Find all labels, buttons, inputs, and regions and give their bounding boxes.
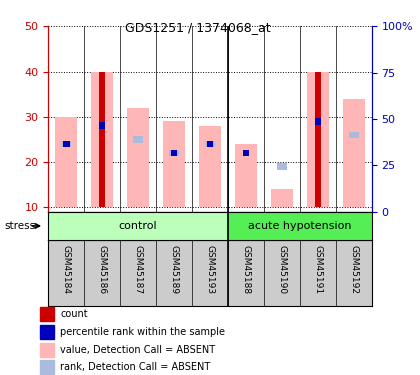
Text: GSM45186: GSM45186 bbox=[98, 245, 107, 294]
Bar bbox=[315, 72, 321, 207]
Bar bbox=[133, 136, 143, 143]
Text: acute hypotension: acute hypotension bbox=[248, 221, 352, 231]
Bar bbox=[207, 141, 213, 147]
Bar bbox=[228, 212, 372, 240]
Text: percentile rank within the sample: percentile rank within the sample bbox=[60, 327, 225, 337]
Bar bbox=[199, 126, 221, 207]
Bar bbox=[40, 307, 53, 321]
Bar bbox=[169, 150, 179, 156]
Bar bbox=[99, 123, 105, 129]
Text: GSM45192: GSM45192 bbox=[349, 245, 358, 294]
Text: GDS1251 / 1374068_at: GDS1251 / 1374068_at bbox=[125, 21, 270, 34]
Text: GSM45190: GSM45190 bbox=[277, 245, 286, 294]
Bar bbox=[40, 343, 53, 357]
Bar bbox=[343, 99, 365, 207]
Bar bbox=[40, 360, 53, 374]
Bar bbox=[271, 189, 293, 207]
Bar bbox=[99, 72, 105, 207]
Text: GSM45184: GSM45184 bbox=[62, 245, 71, 294]
Bar bbox=[205, 141, 215, 147]
Text: count: count bbox=[60, 309, 88, 319]
Bar bbox=[171, 150, 177, 156]
Bar bbox=[277, 163, 287, 170]
Bar bbox=[127, 108, 149, 207]
Bar bbox=[307, 72, 328, 207]
Text: control: control bbox=[119, 221, 158, 231]
Bar bbox=[61, 141, 71, 147]
Text: rank, Detection Call = ABSENT: rank, Detection Call = ABSENT bbox=[60, 362, 210, 372]
Text: stress: stress bbox=[4, 221, 35, 231]
Bar bbox=[40, 325, 53, 339]
Text: value, Detection Call = ABSENT: value, Detection Call = ABSENT bbox=[60, 345, 215, 355]
Text: GSM45189: GSM45189 bbox=[170, 245, 178, 294]
Bar bbox=[235, 144, 257, 207]
Bar bbox=[63, 141, 69, 147]
Bar bbox=[349, 132, 359, 138]
Text: GSM45188: GSM45188 bbox=[241, 245, 250, 294]
Text: GSM45191: GSM45191 bbox=[313, 245, 322, 294]
Bar bbox=[92, 72, 113, 207]
Bar bbox=[243, 150, 249, 156]
Bar bbox=[48, 212, 228, 240]
Text: GSM45193: GSM45193 bbox=[205, 245, 215, 294]
Text: GSM45187: GSM45187 bbox=[134, 245, 143, 294]
Bar bbox=[315, 118, 321, 125]
Bar bbox=[55, 117, 77, 207]
Bar bbox=[163, 122, 185, 207]
